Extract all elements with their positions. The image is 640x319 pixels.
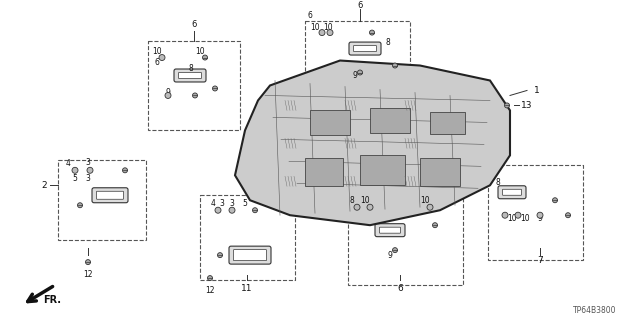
Text: 12: 12 (83, 270, 93, 278)
Bar (420, 158, 460, 186)
Text: 3: 3 (230, 199, 234, 208)
Circle shape (433, 223, 438, 228)
Circle shape (193, 93, 198, 98)
Text: 10: 10 (507, 214, 517, 223)
Circle shape (202, 55, 207, 60)
Circle shape (122, 168, 127, 173)
FancyBboxPatch shape (380, 227, 401, 233)
Text: 10: 10 (310, 23, 320, 32)
Circle shape (212, 86, 218, 91)
Text: 5: 5 (243, 199, 248, 208)
Circle shape (369, 30, 374, 35)
Text: 10: 10 (195, 47, 205, 56)
Circle shape (215, 207, 221, 213)
Text: 10: 10 (152, 47, 162, 56)
Text: 6: 6 (397, 284, 403, 293)
Bar (430, 112, 465, 134)
Bar (305, 158, 343, 186)
Text: 8: 8 (386, 38, 390, 47)
Circle shape (87, 167, 93, 173)
Bar (310, 110, 350, 135)
Text: 5: 5 (72, 174, 77, 183)
Text: 6: 6 (191, 20, 196, 29)
FancyBboxPatch shape (179, 72, 202, 78)
Text: 2: 2 (41, 181, 47, 190)
Text: 9: 9 (166, 88, 170, 97)
Text: 3: 3 (220, 199, 225, 208)
Circle shape (253, 208, 257, 213)
FancyBboxPatch shape (375, 224, 405, 237)
Circle shape (502, 212, 508, 218)
Bar (370, 108, 410, 133)
Circle shape (504, 103, 509, 108)
Text: 4: 4 (65, 159, 70, 168)
Bar (488, 165, 583, 260)
Circle shape (392, 63, 397, 68)
Text: FR.: FR. (43, 295, 61, 305)
Circle shape (367, 204, 373, 210)
Bar (200, 195, 295, 280)
Circle shape (552, 198, 557, 203)
Circle shape (86, 260, 90, 265)
Circle shape (77, 203, 83, 208)
FancyBboxPatch shape (498, 186, 526, 199)
Circle shape (207, 276, 212, 281)
Text: 6: 6 (155, 58, 159, 67)
FancyBboxPatch shape (92, 188, 128, 203)
Text: 12: 12 (205, 286, 215, 294)
Circle shape (229, 207, 235, 213)
Text: 8: 8 (495, 178, 500, 187)
FancyBboxPatch shape (229, 246, 271, 264)
Text: 3: 3 (86, 158, 90, 167)
Text: 8: 8 (349, 196, 355, 205)
Text: 4: 4 (211, 199, 216, 208)
Text: 7: 7 (537, 256, 543, 265)
Text: 10: 10 (520, 214, 530, 223)
FancyBboxPatch shape (174, 69, 206, 82)
Text: 11: 11 (241, 284, 253, 293)
Circle shape (327, 30, 333, 36)
Circle shape (159, 55, 165, 61)
Text: 13: 13 (521, 101, 532, 110)
Circle shape (319, 30, 325, 36)
Circle shape (515, 212, 521, 218)
Bar (348, 195, 463, 285)
Circle shape (358, 70, 362, 75)
Text: 10: 10 (420, 196, 430, 205)
Text: 9: 9 (538, 214, 543, 223)
Text: 10: 10 (360, 196, 370, 205)
FancyBboxPatch shape (349, 42, 381, 55)
Circle shape (537, 212, 543, 218)
Bar (360, 155, 405, 185)
Bar (148, 41, 240, 130)
Circle shape (165, 93, 171, 99)
Polygon shape (235, 61, 510, 225)
Text: TP64B3800: TP64B3800 (573, 306, 617, 315)
FancyBboxPatch shape (97, 191, 124, 199)
FancyBboxPatch shape (502, 189, 522, 195)
Circle shape (392, 248, 397, 253)
Text: 8: 8 (189, 64, 193, 73)
Circle shape (354, 204, 360, 210)
Circle shape (218, 253, 223, 258)
Text: 3: 3 (86, 174, 90, 183)
FancyBboxPatch shape (353, 46, 376, 52)
Text: 10: 10 (323, 23, 333, 32)
Circle shape (566, 213, 570, 218)
Text: 9: 9 (388, 251, 392, 260)
Circle shape (72, 167, 78, 173)
Text: 9: 9 (353, 71, 357, 80)
Text: 6: 6 (357, 1, 363, 10)
Text: 1: 1 (534, 86, 540, 95)
Bar (58, 160, 146, 240)
Bar (305, 21, 410, 100)
Circle shape (427, 204, 433, 210)
FancyBboxPatch shape (234, 250, 266, 261)
Text: 6: 6 (308, 11, 312, 20)
